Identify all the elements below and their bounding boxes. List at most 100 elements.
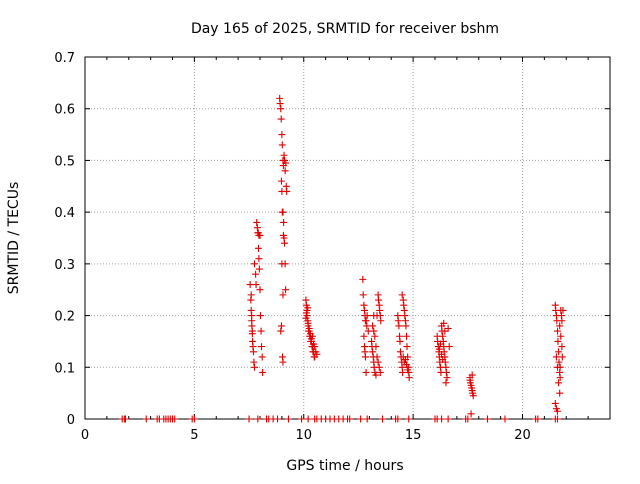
axis-ticks: 0 5 10 15 20 0 0.1 0.2 0.3 0.4 0.5 0.6 0.7 <box>54 51 610 443</box>
y-tick-label: 0.1 <box>54 361 75 376</box>
data-point <box>363 322 371 330</box>
data-point <box>399 368 407 376</box>
data-point <box>443 374 451 382</box>
data-point <box>248 312 256 320</box>
data-point <box>444 415 452 423</box>
data-point <box>360 332 368 340</box>
data-point <box>276 100 284 108</box>
data-point <box>405 374 413 382</box>
data-point <box>438 415 446 423</box>
data-point <box>256 231 264 239</box>
data-point <box>435 345 443 353</box>
data-point <box>554 415 561 423</box>
data-point <box>370 312 378 320</box>
data-point <box>254 244 262 252</box>
data-point <box>281 167 289 175</box>
data-point <box>284 415 292 423</box>
data-point <box>438 350 446 358</box>
data-point <box>247 296 255 304</box>
data-point <box>249 348 257 356</box>
plot-frame <box>84 56 611 420</box>
data-point <box>442 368 450 376</box>
data-point <box>252 270 260 278</box>
data-point <box>379 415 386 423</box>
data-point <box>346 415 354 423</box>
data-point <box>245 415 253 423</box>
x-tick-label: 20 <box>514 428 531 443</box>
data-point <box>278 260 286 268</box>
data-point <box>556 374 564 382</box>
x-tick-label: 0 <box>81 428 89 443</box>
data-point <box>298 415 306 423</box>
data-point <box>377 317 385 325</box>
data-point <box>442 379 450 387</box>
data-point <box>259 368 267 376</box>
data-point <box>279 208 287 216</box>
data-point <box>439 332 447 340</box>
data-point <box>363 415 371 423</box>
data-point <box>257 327 265 335</box>
data-point <box>554 327 561 335</box>
y-tick-label: 0 <box>67 413 75 428</box>
data-point <box>363 312 371 320</box>
data-point <box>359 291 367 299</box>
data-point <box>255 265 263 273</box>
data-point <box>359 275 367 283</box>
data-point <box>280 218 288 226</box>
x-tick-label: 10 <box>295 428 312 443</box>
data-point <box>304 319 312 327</box>
data-point <box>372 343 380 351</box>
chart-title: Day 165 of 2025, SRMTID for receiver bsh… <box>191 21 499 37</box>
y-tick-label: 0.6 <box>54 103 75 118</box>
grid-lines <box>85 57 610 419</box>
data-point <box>440 319 448 327</box>
data-point <box>373 353 381 361</box>
data-point <box>375 296 383 304</box>
data-point <box>277 327 285 335</box>
data-point <box>252 281 260 289</box>
data-point <box>258 343 266 351</box>
data-point <box>375 363 383 371</box>
data-point <box>554 337 562 345</box>
data-point <box>256 312 264 320</box>
data-point <box>404 366 412 374</box>
data-point <box>282 159 290 167</box>
data-point <box>255 255 263 263</box>
data-point <box>558 317 566 325</box>
y-tick-label: 0.3 <box>54 258 75 273</box>
data-point <box>370 327 378 335</box>
data-point <box>551 399 559 407</box>
data-point <box>376 306 384 314</box>
x-tick-label: 5 <box>190 428 198 443</box>
data-point <box>394 415 402 423</box>
data-point <box>369 322 377 330</box>
x-axis-label: GPS time / hours <box>286 458 403 474</box>
data-point <box>362 317 370 325</box>
data-point <box>277 322 285 330</box>
data-point <box>278 131 286 139</box>
data-point <box>374 358 382 366</box>
data-point <box>464 415 472 423</box>
data-point <box>395 322 403 330</box>
data-point <box>121 415 129 423</box>
y-tick-label: 0.2 <box>54 310 75 325</box>
data-point <box>372 371 380 379</box>
data-point <box>250 358 258 366</box>
data-point <box>248 330 256 338</box>
data-point <box>304 415 312 423</box>
data-point <box>466 376 474 384</box>
data-point <box>256 286 264 294</box>
data-point <box>313 350 321 358</box>
data-point <box>362 368 370 376</box>
data-point <box>371 332 379 340</box>
y-tick-label: 0.4 <box>54 206 75 221</box>
data-point <box>400 301 408 309</box>
data-point <box>279 358 287 366</box>
data-point <box>258 353 266 361</box>
data-point <box>305 325 313 332</box>
data-point <box>405 415 413 423</box>
x-tick-label: 15 <box>405 428 422 443</box>
data-point <box>278 141 286 149</box>
